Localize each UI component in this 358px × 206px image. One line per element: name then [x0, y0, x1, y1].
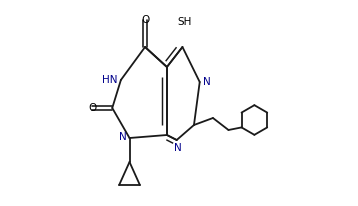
Text: N: N	[174, 143, 182, 153]
Text: O: O	[141, 15, 149, 25]
Text: HN: HN	[102, 75, 117, 85]
Text: N: N	[118, 132, 126, 142]
Text: O: O	[88, 103, 96, 113]
Text: N: N	[203, 77, 211, 87]
Text: SH: SH	[177, 17, 192, 27]
